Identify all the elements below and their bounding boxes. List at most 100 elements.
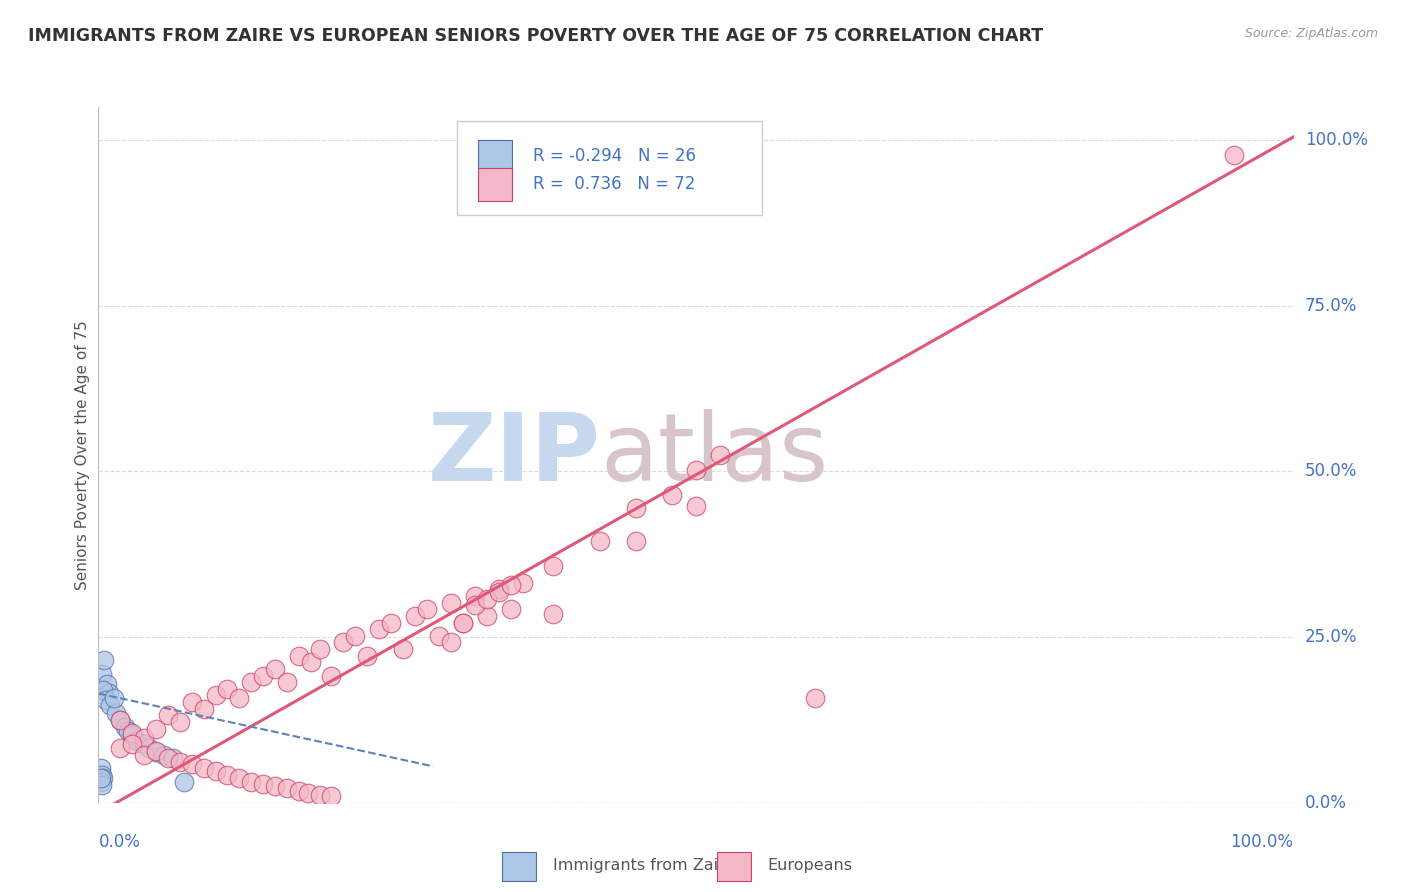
Point [180,757,202,772]
Point [193,761,215,775]
Point [264,779,287,793]
Point [416,602,439,616]
Point [204,764,226,778]
Point [90,761,112,775]
Text: Immigrants from Zaire: Immigrants from Zaire [553,858,734,873]
Point [91,778,114,792]
Point [125,734,148,748]
Point [624,534,647,549]
Text: 100.0%: 100.0% [1305,131,1368,149]
Point [108,713,131,727]
Text: 25.0%: 25.0% [1305,628,1357,646]
Point [156,750,179,764]
Point [427,629,450,643]
Point [299,656,322,670]
Point [98,686,121,700]
Point [228,771,250,785]
Point [451,615,474,630]
Text: 100.0%: 100.0% [1230,833,1294,851]
Point [121,727,143,741]
Text: 50.0%: 50.0% [1305,462,1357,481]
Point [217,681,239,696]
Point [276,675,298,690]
Point [392,642,415,657]
Point [91,666,114,681]
Point [308,642,330,657]
Point [440,635,463,649]
FancyBboxPatch shape [478,168,512,201]
Point [138,741,160,756]
Point [709,448,731,462]
Point [91,772,114,786]
Point [308,788,330,802]
Point [228,691,250,706]
Point [252,777,274,791]
Point [332,635,354,649]
Text: R = -0.294   N = 26: R = -0.294 N = 26 [533,147,696,165]
Text: IMMIGRANTS FROM ZAIRE VS EUROPEAN SENIORS POVERTY OVER THE AGE OF 75 CORRELATION: IMMIGRANTS FROM ZAIRE VS EUROPEAN SENIOR… [28,27,1043,45]
Text: Source: ZipAtlas.com: Source: ZipAtlas.com [1244,27,1378,40]
Point [153,748,176,763]
Point [91,768,114,782]
Point [169,755,191,769]
Point [499,602,522,616]
Point [117,724,139,739]
Point [297,786,319,800]
Point [475,591,498,606]
Text: 75.0%: 75.0% [1305,297,1357,315]
Text: Europeans: Europeans [768,858,852,873]
Point [180,695,202,709]
FancyBboxPatch shape [478,140,512,173]
FancyBboxPatch shape [457,121,762,215]
Point [90,771,112,785]
Point [145,745,167,759]
Point [98,698,122,712]
Point [356,648,378,663]
Point [169,714,191,729]
Point [804,691,827,706]
Point [240,774,263,789]
Point [132,738,155,752]
Point [121,738,143,752]
FancyBboxPatch shape [502,852,536,880]
Point [512,575,534,590]
Point [264,662,287,676]
Point [145,722,167,736]
Text: 0.0%: 0.0% [1305,794,1347,812]
Point [173,774,195,789]
FancyBboxPatch shape [717,852,751,880]
Point [624,500,647,515]
Point [103,691,125,706]
Point [288,784,311,798]
Point [204,689,226,703]
Point [589,534,612,549]
Point [156,708,179,723]
Point [94,693,117,707]
Point [440,596,463,610]
Point [451,615,474,630]
Point [1222,147,1246,161]
Point [685,463,707,477]
Point [368,622,391,636]
Point [464,589,486,603]
Point [685,499,707,513]
Point [132,731,155,745]
Point [91,683,114,698]
Point [145,744,167,758]
Point [108,741,131,756]
Point [162,751,184,765]
Point [276,781,298,796]
Text: 0.0%: 0.0% [98,833,141,851]
Point [252,668,274,682]
Point [321,668,343,682]
Point [96,676,118,690]
Point [541,607,564,621]
Point [380,615,402,630]
Point [488,585,510,599]
Point [475,609,498,624]
Point [132,748,155,763]
Point [661,488,683,502]
Point [240,675,263,690]
Point [105,706,128,721]
Point [93,653,115,667]
